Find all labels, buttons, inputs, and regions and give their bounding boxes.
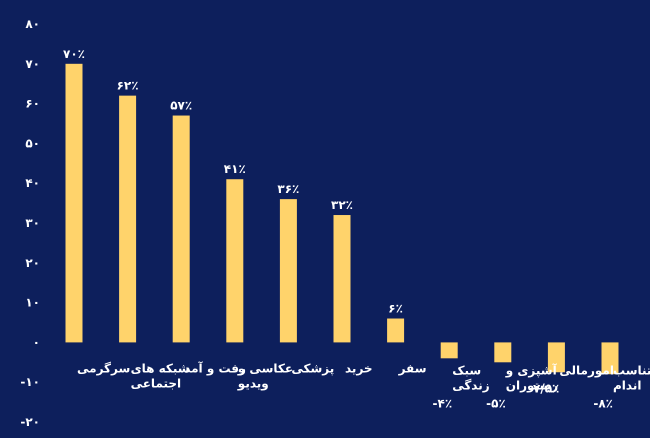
value-label: ۶٪ <box>388 302 403 316</box>
category-label: سرگرمی <box>77 361 130 375</box>
value-label: ۵۷٪ <box>170 99 192 113</box>
y-tick-label: ۴۰ <box>25 176 40 190</box>
y-tick-label: ۶۰ <box>25 97 40 111</box>
y-tick-label: ۰ <box>33 335 40 349</box>
y-tick-label: ۷۰ <box>25 57 40 71</box>
value-label: -۷/۵٪ <box>528 381 559 395</box>
bar <box>226 179 244 343</box>
y-tick-label: ۸۰ <box>25 17 40 31</box>
bar <box>494 342 512 363</box>
bar <box>387 318 405 343</box>
bar <box>172 115 190 343</box>
bar <box>119 95 137 343</box>
category-label: عکاسی و ویدیو <box>237 361 293 391</box>
category-label: سفر <box>398 361 427 375</box>
value-label: -۵٪ <box>486 396 506 410</box>
value-label: ۳۲٪ <box>331 198 353 212</box>
bar <box>333 215 351 343</box>
y-tick-label: -۱۰ <box>20 375 40 389</box>
bar <box>65 63 83 343</box>
value-label: -۸٪ <box>593 396 613 410</box>
category-label: تناسب اندام <box>613 363 650 393</box>
y-tick-label: -۲۰ <box>20 415 40 429</box>
y-tick-label: ۲۰ <box>25 256 40 270</box>
value-label: ۷۰٪ <box>63 47 85 61</box>
y-tick-label: ۳۰ <box>25 216 40 230</box>
value-labels: ۷۰٪ ۶۲٪ ۵۷٪ ۴۱٪ ۳۶٪ ۳۲٪ ۶٪ -۴٪ -۵٪ -۷/۵٪ -۸٪ <box>63 47 613 411</box>
value-label: ۳۶٪ <box>277 182 299 196</box>
category-label: خرید <box>345 361 373 375</box>
category-label: امورمالی <box>559 363 614 378</box>
value-label: -۴٪ <box>433 396 453 410</box>
y-tick-label: ۱۰ <box>25 296 40 310</box>
bar <box>279 199 297 343</box>
category-label: رفت و آمد <box>184 360 246 376</box>
y-tick-label: ۵۰ <box>25 136 40 150</box>
value-label: ۴۱٪ <box>224 162 246 176</box>
bars <box>65 63 619 375</box>
category-label: پزشکی <box>291 361 334 375</box>
bar <box>601 342 619 375</box>
category-label: آشپزی و رستوران <box>505 362 558 393</box>
category-label: شبکه های اجتماعی <box>131 361 190 390</box>
bar <box>547 342 565 373</box>
y-axis: ۸۰ ۷۰ ۶۰ ۵۰ ۴۰ ۳۰ ۲۰ ۱۰ ۰ -۱۰ -۲۰ <box>20 17 40 429</box>
bar <box>440 342 458 359</box>
value-label: ۶۲٪ <box>117 79 139 93</box>
category-label: سبک زندگی <box>452 363 490 392</box>
